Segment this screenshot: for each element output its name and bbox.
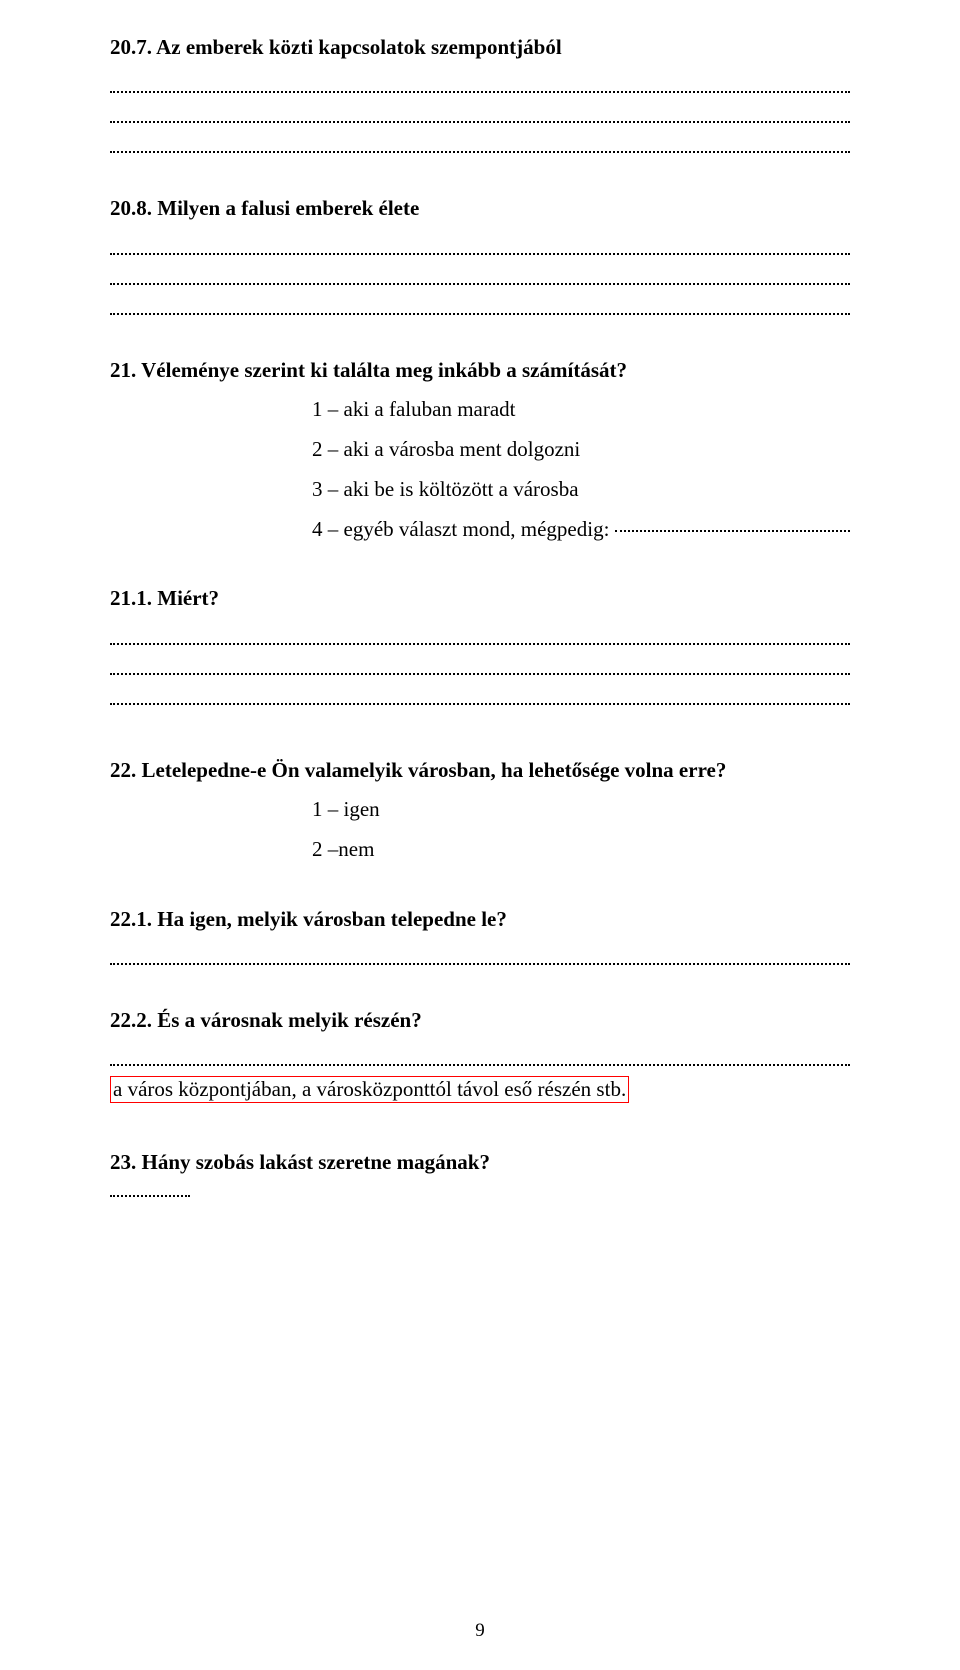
- question-21-1: 21.1. Miért?: [110, 585, 850, 612]
- question-22-1: 22.1. Ha igen, melyik városban telepedne…: [110, 906, 850, 933]
- q22-option-1: 1 – igen: [312, 790, 850, 830]
- q22-option-2: 2 –nem: [312, 830, 850, 870]
- question-22: 22. Letelepedne-e Ön valamelyik városban…: [110, 757, 850, 784]
- blank-line: [110, 941, 850, 971]
- question-20-7: 20.7. Az emberek közti kapcsolatok szemp…: [110, 34, 850, 61]
- blank-line: [110, 69, 850, 99]
- blank-line: [110, 129, 850, 159]
- answer-lines-20-7: [110, 69, 850, 159]
- answer-lines-20-8: [110, 231, 850, 321]
- question-23: 23. Hány szobás lakást szeretne magának?: [110, 1149, 850, 1176]
- answer-lines-21-1: [110, 621, 850, 711]
- blank-line: [110, 291, 850, 321]
- blank-line: [110, 681, 850, 711]
- q21-option-3: 3 – aki be is költözött a városba: [312, 470, 850, 510]
- q21-option-4: 4 – egyéb választ mond, mégpedig:: [312, 510, 850, 550]
- answer-line-23-short: [110, 1177, 190, 1201]
- blank-line: [110, 651, 850, 681]
- document-page: 20.7. Az emberek közti kapcsolatok szemp…: [0, 0, 960, 1670]
- q21-option-1: 1 – aki a faluban maradt: [312, 390, 850, 430]
- q21-option-4-text: 4 – egyéb választ mond, mégpedig:: [312, 510, 609, 550]
- answer-lines-22-1: [110, 941, 850, 971]
- question-21: 21. Véleménye szerint ki találta meg ink…: [110, 357, 850, 384]
- blank-line: [110, 231, 850, 261]
- question-22-2: 22.2. És a városnak melyik részén?: [110, 1007, 850, 1034]
- question-20-8: 20.8. Milyen a falusi emberek élete: [110, 195, 850, 222]
- blank-trail: [615, 530, 850, 532]
- answer-lines-22-2: [110, 1042, 850, 1072]
- blank-line: [110, 621, 850, 651]
- q21-option-2: 2 – aki a városba ment dolgozni: [312, 430, 850, 470]
- blank-line: [110, 1042, 850, 1072]
- blank-line: [110, 261, 850, 291]
- q22-2-note-boxed: a város központjában, a városközponttól …: [110, 1076, 629, 1103]
- blank-line: [110, 99, 850, 129]
- page-number: 9: [0, 1620, 960, 1642]
